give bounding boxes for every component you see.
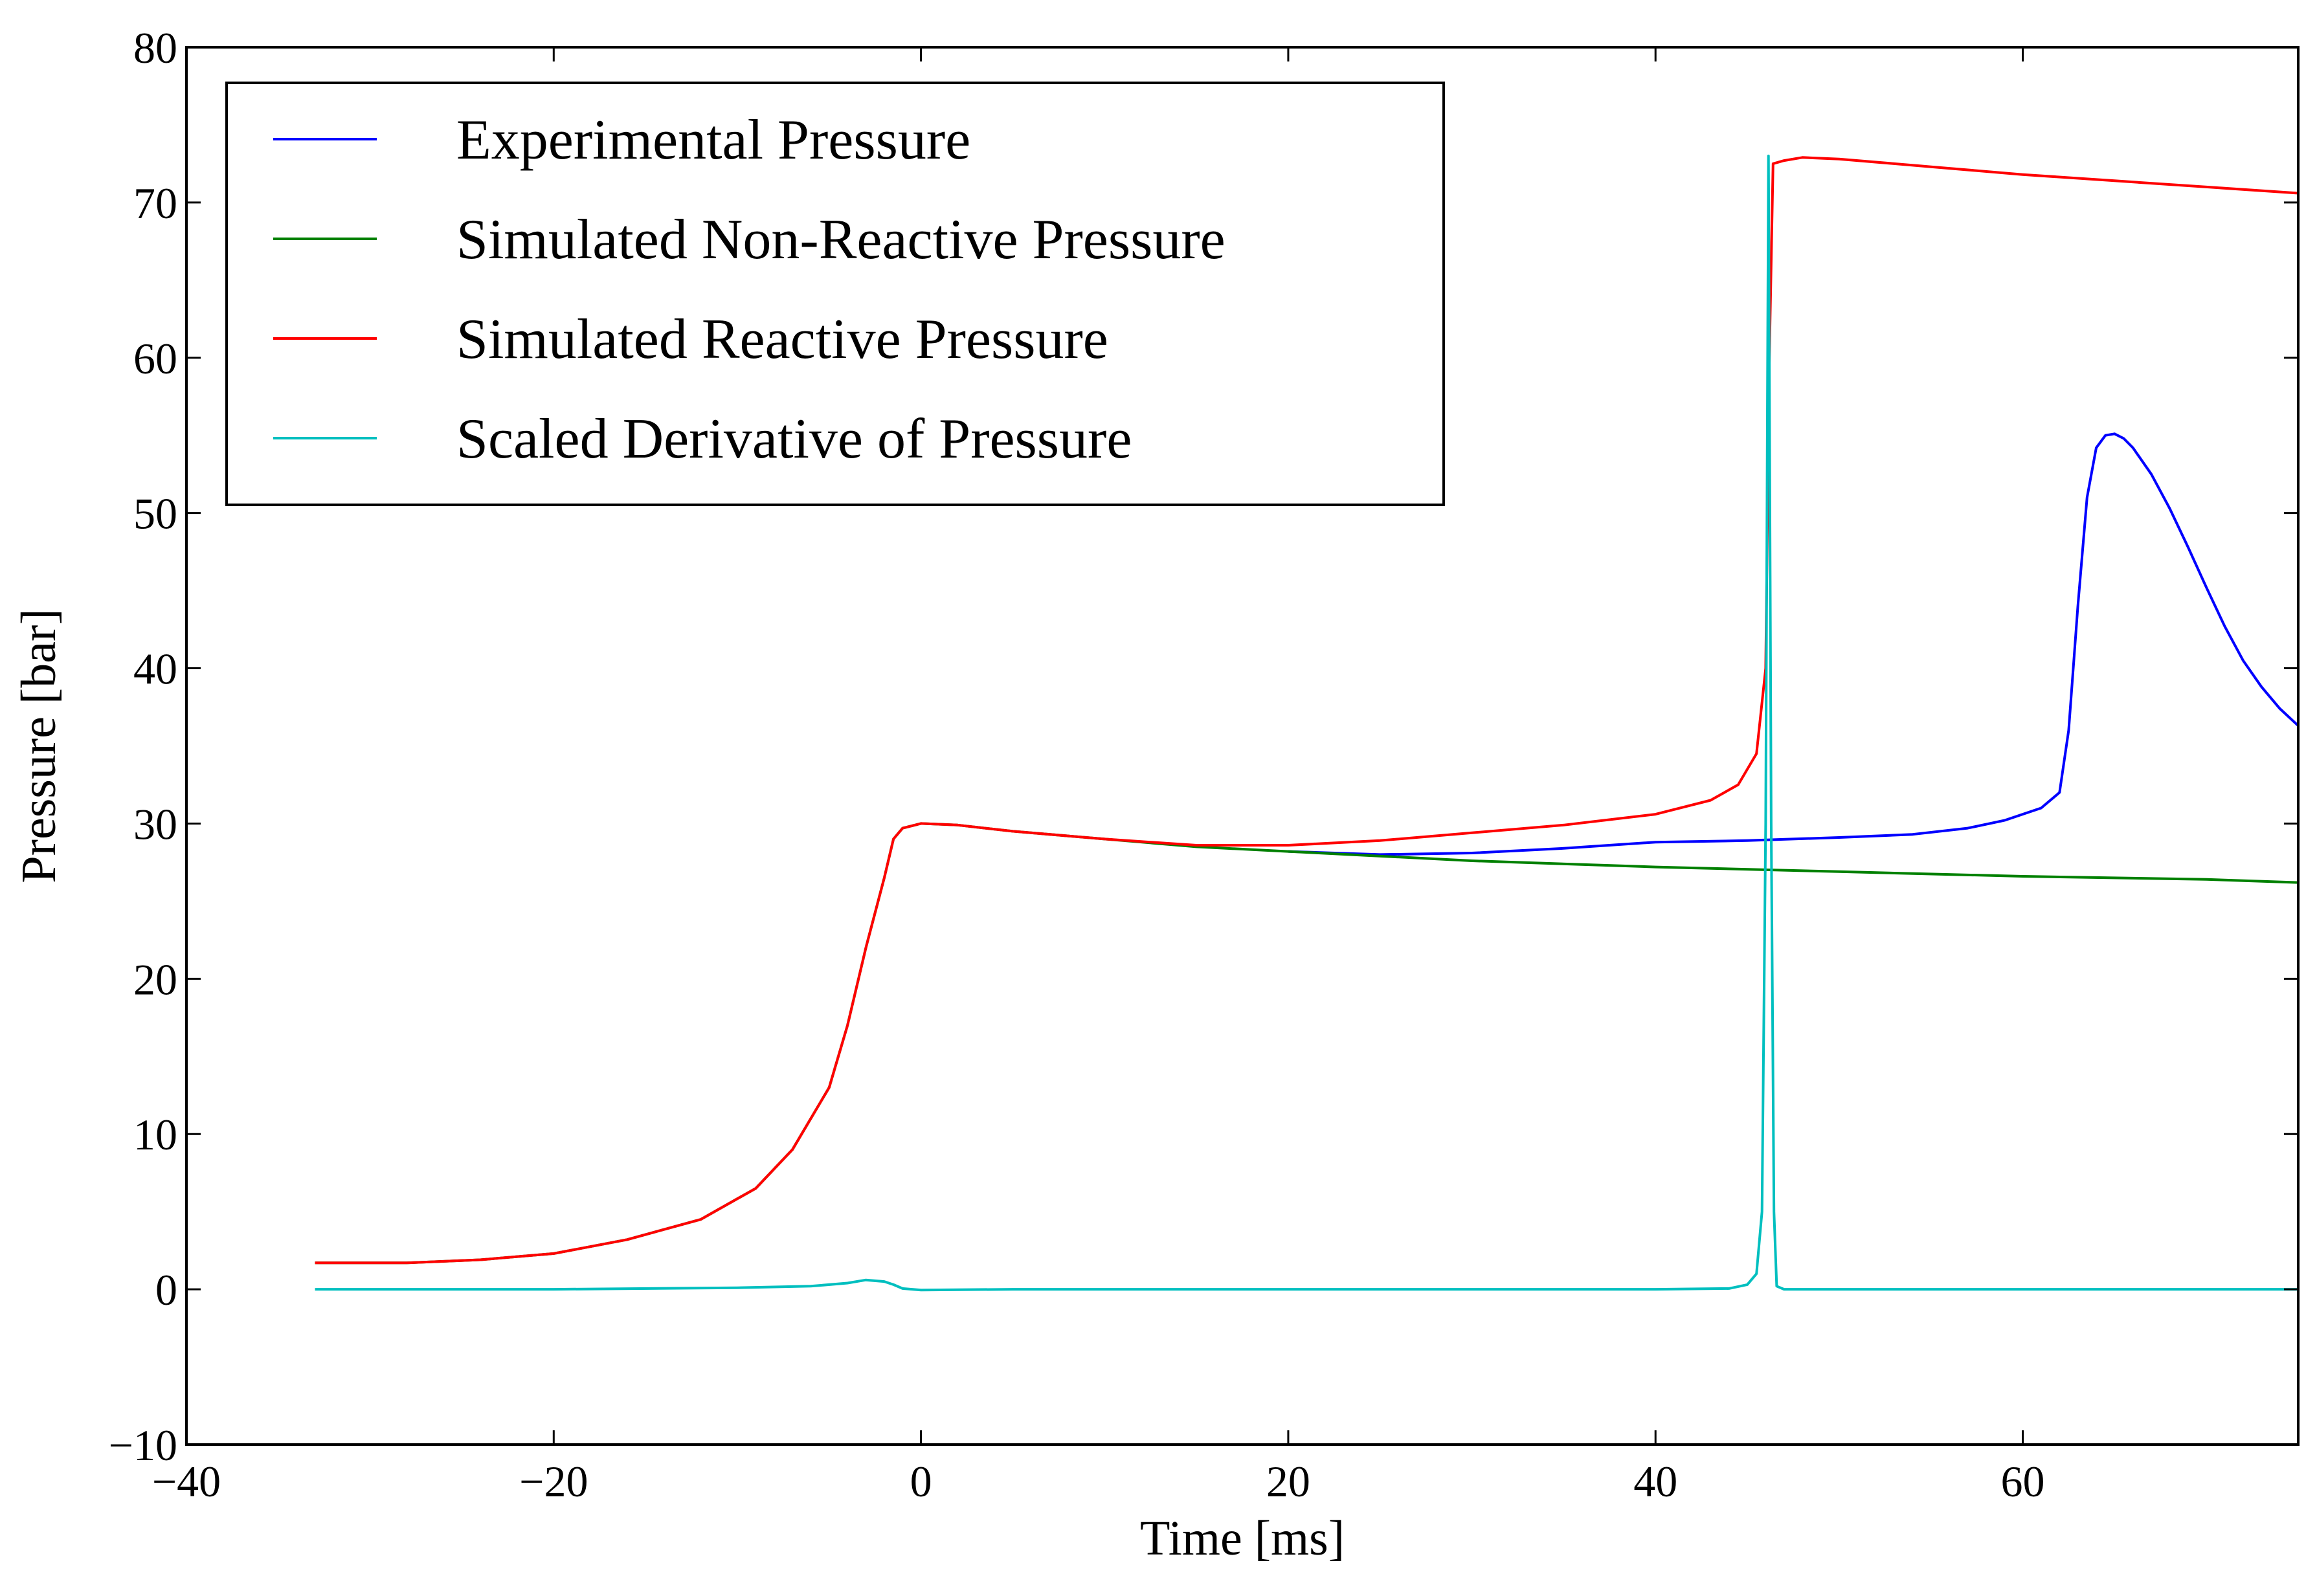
x-tick-label: 0 xyxy=(910,1457,932,1506)
legend-box xyxy=(225,82,1445,506)
plot-frame xyxy=(185,46,2300,1446)
y-tick-label: 40 xyxy=(133,645,177,694)
y-tick-label: 70 xyxy=(133,179,177,228)
legend-label: Experimental Pressure xyxy=(456,109,970,172)
series-layer xyxy=(315,154,2298,1292)
y-tick-label: 10 xyxy=(133,1110,177,1159)
x-axis-label: Time [ms] xyxy=(1140,1511,1345,1566)
legend-label: Simulated Non-Reactive Pressure xyxy=(456,208,1226,271)
y-tick-label: 50 xyxy=(133,489,177,538)
series-line-1 xyxy=(1288,432,2298,856)
y-tick-label: 20 xyxy=(133,955,177,1004)
legend-entry: Experimental Pressure xyxy=(273,109,970,172)
legend-entry: Simulated Non-Reactive Pressure xyxy=(273,208,1226,271)
y-tick-label: 60 xyxy=(133,334,177,383)
x-tick-label: 20 xyxy=(1266,1457,1310,1506)
legend-entry: Simulated Reactive Pressure xyxy=(273,308,1108,371)
x-tick-label: −40 xyxy=(152,1457,221,1506)
y-tick-label: 0 xyxy=(155,1265,177,1314)
x-tick-label: −20 xyxy=(519,1457,588,1506)
y-tick-label: 30 xyxy=(133,799,177,848)
series-line-4 xyxy=(315,154,2298,1292)
x-tick-label: 60 xyxy=(2001,1457,2045,1506)
y-tick-label: 80 xyxy=(133,23,177,72)
y-axis-label: Pressure [bar] xyxy=(12,608,66,883)
legend-entries: Experimental Pressure Simulated Non-React… xyxy=(273,109,1226,471)
legend-label: Simulated Reactive Pressure xyxy=(456,308,1108,371)
series-line-3 xyxy=(315,156,2298,1265)
legend-entry: Scaled Derivative of Pressure xyxy=(273,408,1132,471)
x-tick-label: 40 xyxy=(1633,1457,1677,1506)
legend-label: Scaled Derivative of Pressure xyxy=(456,408,1132,471)
y-tick-label: −10 xyxy=(109,1421,177,1470)
legend: Experimental Pressure Simulated Non-React… xyxy=(225,82,1445,506)
tick-labels: −40 −20 0 20 40 60 −10 0 10 20 30 40 50 60 70 80 xyxy=(109,23,2045,1506)
